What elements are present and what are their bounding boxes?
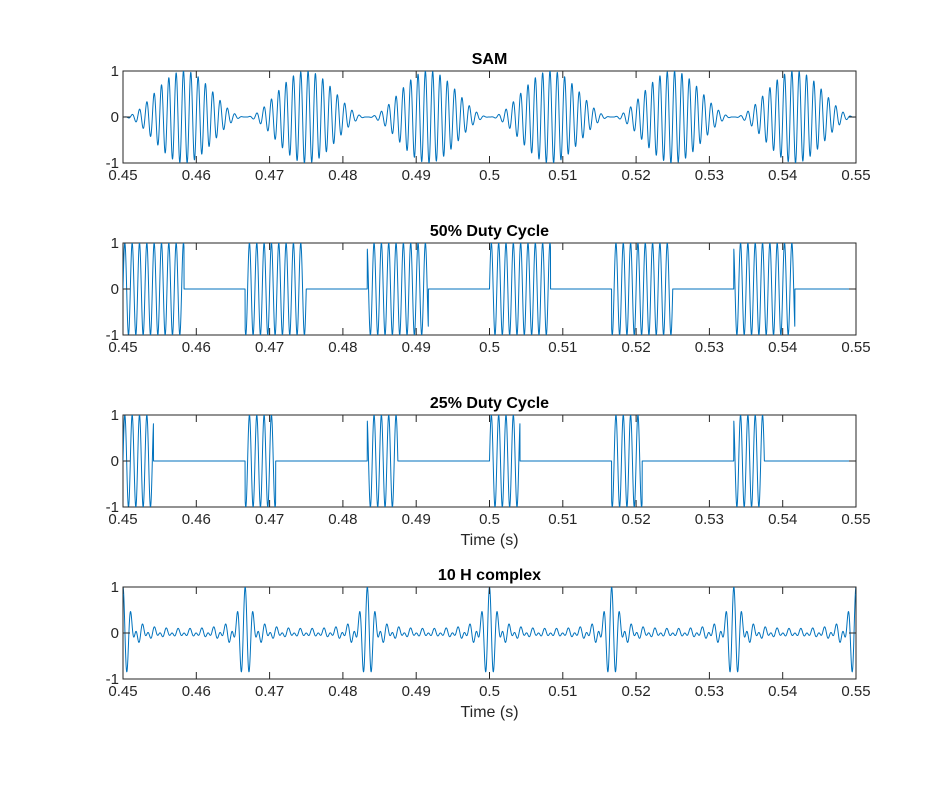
x-tick-label: 0.54	[768, 511, 797, 528]
x-tick-label: 0.5	[479, 339, 500, 356]
y-tick-label: -1	[106, 327, 119, 344]
x-tick-label: 0.51	[548, 683, 577, 700]
x-tick-label: 0.55	[841, 167, 870, 184]
x-tick-label: 0.49	[402, 511, 431, 528]
x-tick-label: 0.46	[182, 339, 211, 356]
x-tick-label: 0.53	[695, 339, 724, 356]
x-tick-label: 0.46	[182, 683, 211, 700]
y-tick-label: 0	[111, 281, 119, 298]
y-tick-label: -1	[106, 671, 119, 688]
subplot-4: 0.45 0.46 0.47 0.48 0.49 0.5 0.51 0.52 0.53 0.54 0…	[106, 567, 871, 721]
subplot-title: 50% Duty Cycle	[430, 223, 549, 240]
x-tick-label: 0.45	[108, 339, 137, 356]
subplot-title: 25% Duty Cycle	[430, 395, 549, 412]
x-tick-label: 0.55	[841, 339, 870, 356]
x-tick-label: 0.52	[621, 167, 650, 184]
x-tick-label: 0.47	[255, 511, 284, 528]
x-tick-label: 0.5	[479, 167, 500, 184]
subplot-2: 0.45 0.46 0.47 0.48 0.49 0.5 0.51 0.52 0.53 0.54 0…	[106, 223, 871, 356]
x-tick-label: 0.53	[695, 683, 724, 700]
x-tick-label: 0.46	[182, 511, 211, 528]
y-tick-label: 1	[111, 579, 119, 596]
subplot-1: 0.45 0.46 0.47 0.48 0.49 0.5 0.51 0.52 0.53 0.54 0…	[106, 51, 871, 184]
x-tick-label: 0.5	[479, 683, 500, 700]
x-tick-label: 0.48	[328, 339, 357, 356]
x-tick-label: 0.47	[255, 339, 284, 356]
y-tick-label: 1	[111, 63, 119, 80]
x-tick-label: 0.55	[841, 683, 870, 700]
x-tick-label: 0.48	[328, 683, 357, 700]
x-tick-label: 0.53	[695, 167, 724, 184]
subplots: 0.45 0.46 0.47 0.48 0.49 0.5 0.51 0.52 0.53 0.54 0…	[106, 51, 871, 721]
x-tick-label: 0.47	[255, 683, 284, 700]
x-tick-label: 0.45	[108, 683, 137, 700]
subplot-title: 10 H complex	[438, 567, 541, 584]
x-tick-label: 0.54	[768, 167, 797, 184]
y-tick-label: 0	[111, 453, 119, 470]
x-tick-label: 0.54	[768, 339, 797, 356]
x-tick-label: 0.55	[841, 511, 870, 528]
y-tick-label: 1	[111, 235, 119, 252]
x-tick-label: 0.52	[621, 339, 650, 356]
x-tick-label: 0.49	[402, 167, 431, 184]
x-tick-label: 0.52	[621, 511, 650, 528]
x-tick-label: 0.51	[548, 167, 577, 184]
x-tick-label: 0.47	[255, 167, 284, 184]
x-tick-label: 0.49	[402, 683, 431, 700]
x-tick-label: 0.54	[768, 683, 797, 700]
series-line	[123, 71, 856, 163]
subplot-title: SAM	[472, 51, 508, 68]
x-tick-label: 0.51	[548, 339, 577, 356]
y-tick-label: -1	[106, 155, 119, 172]
subplot-3: 0.45 0.46 0.47 0.48 0.49 0.5 0.51 0.52 0.53 0.54 0…	[106, 395, 871, 549]
x-tick-label: 0.49	[402, 339, 431, 356]
series-line	[123, 415, 856, 507]
x-tick-label: 0.5	[479, 511, 500, 528]
x-axis-label: Time (s)	[460, 532, 518, 549]
x-tick-label: 0.45	[108, 167, 137, 184]
x-tick-label: 0.48	[328, 511, 357, 528]
y-tick-label: 0	[111, 109, 119, 126]
x-tick-label: 0.53	[695, 511, 724, 528]
series-line	[123, 243, 856, 335]
x-axis-label: Time (s)	[460, 704, 518, 721]
y-tick-label: 1	[111, 407, 119, 424]
x-tick-label: 0.46	[182, 167, 211, 184]
x-tick-label: 0.48	[328, 167, 357, 184]
x-tick-label: 0.45	[108, 511, 137, 528]
y-tick-label: -1	[106, 499, 119, 516]
x-tick-label: 0.52	[621, 683, 650, 700]
x-tick-label: 0.51	[548, 511, 577, 528]
y-tick-label: 0	[111, 625, 119, 642]
